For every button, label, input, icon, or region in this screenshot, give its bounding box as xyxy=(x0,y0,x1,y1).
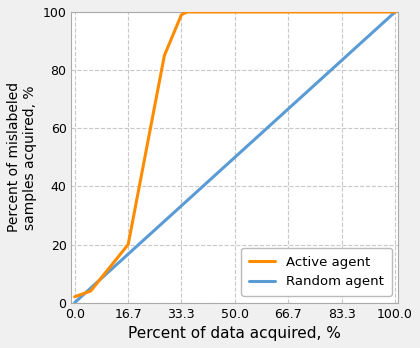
Active agent xyxy=(72,295,77,299)
Legend: Active agent, Random agent: Active agent, Random agent xyxy=(241,248,392,296)
Active agent xyxy=(184,10,189,14)
Active agent xyxy=(393,10,398,14)
Active agent xyxy=(126,243,131,247)
X-axis label: Percent of data acquired, %: Percent of data acquired, % xyxy=(129,326,341,341)
Line: Active agent: Active agent xyxy=(75,12,395,297)
Y-axis label: Percent of mislabeled
samples acquired, %: Percent of mislabeled samples acquired, … xyxy=(7,82,37,232)
Active agent xyxy=(179,13,184,17)
Active agent xyxy=(162,54,167,58)
Active agent xyxy=(88,289,93,293)
